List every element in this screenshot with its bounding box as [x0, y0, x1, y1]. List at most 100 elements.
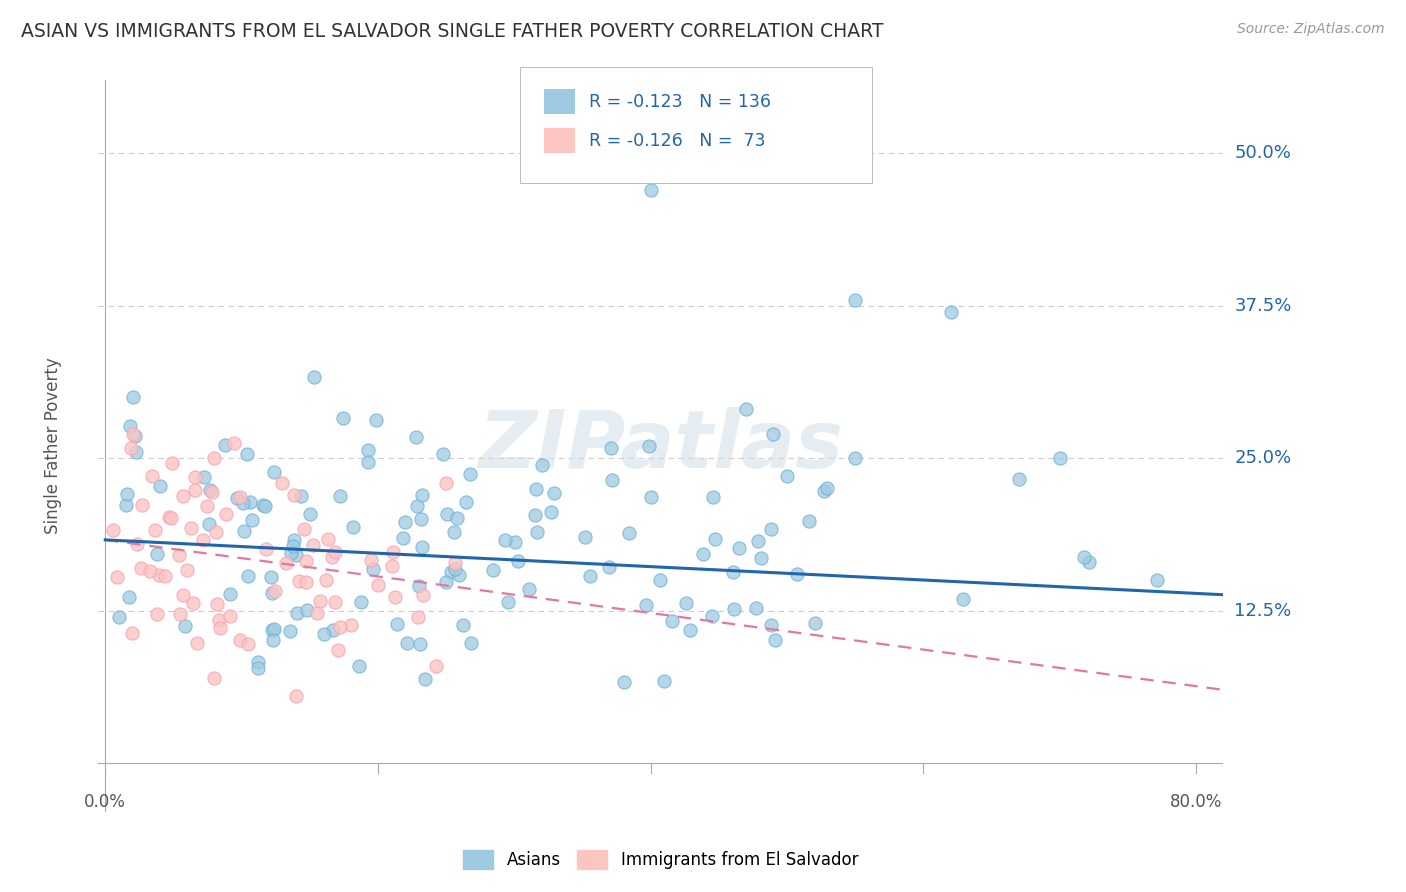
Point [763, 633, 786, 648]
Point [797, 514, 820, 528]
Point [332, 411, 354, 425]
Point [322, 623, 344, 637]
Point [443, 524, 465, 539]
Point [540, 505, 562, 519]
Text: 0.0%: 0.0% [84, 794, 127, 812]
Point [382, 545, 405, 559]
Point [759, 522, 782, 536]
Point [305, 606, 328, 620]
Point [447, 568, 470, 582]
Point [1008, 472, 1031, 486]
Point [411, 540, 433, 554]
Point [432, 447, 454, 461]
Point [367, 577, 389, 591]
Point [703, 532, 725, 546]
Point [637, 439, 659, 453]
Point [246, 661, 269, 675]
Point [186, 635, 208, 649]
Point [613, 674, 636, 689]
Point [229, 490, 252, 504]
Point [844, 451, 866, 466]
Point [364, 413, 387, 427]
Text: ZIPatlas: ZIPatlas [478, 407, 844, 485]
Point [444, 562, 467, 576]
Point [749, 551, 772, 566]
Point [702, 490, 724, 504]
Point [543, 486, 565, 500]
Point [236, 637, 259, 651]
Point [392, 531, 415, 545]
Point [661, 614, 683, 628]
Point [408, 579, 430, 593]
Point [198, 483, 221, 497]
Point [214, 438, 236, 452]
Point [598, 560, 620, 574]
Point [600, 473, 623, 487]
Point [786, 567, 808, 582]
Point [208, 613, 231, 627]
Point [323, 545, 346, 559]
Point [309, 594, 332, 608]
Point [1146, 573, 1168, 587]
Point [498, 595, 520, 609]
Point [302, 369, 325, 384]
Text: Source: ZipAtlas.com: Source: ZipAtlas.com [1237, 22, 1385, 37]
Point [292, 522, 315, 536]
Point [121, 426, 143, 441]
Point [176, 563, 198, 577]
Point [329, 620, 352, 634]
Point [524, 483, 547, 497]
Text: 50.0%: 50.0% [1234, 145, 1291, 162]
Point [285, 548, 308, 562]
Point [526, 525, 548, 540]
Point [745, 601, 768, 615]
Point [172, 588, 194, 602]
Point [278, 624, 301, 639]
Point [340, 617, 363, 632]
Text: R = -0.126   N =  73: R = -0.126 N = 73 [589, 132, 766, 150]
Point [524, 508, 547, 522]
Point [285, 689, 308, 703]
Text: 12.5%: 12.5% [1234, 601, 1292, 620]
Point [723, 602, 745, 616]
Point [406, 500, 429, 514]
Point [425, 659, 447, 673]
Text: R = -0.123   N = 136: R = -0.123 N = 136 [589, 93, 770, 111]
Point [1077, 555, 1099, 569]
Point [299, 507, 322, 521]
Point [444, 556, 467, 570]
Point [197, 516, 219, 531]
Point [762, 426, 785, 441]
Point [494, 533, 516, 548]
Point [295, 554, 318, 568]
Point [939, 305, 962, 319]
Point [240, 513, 263, 527]
Point [844, 293, 866, 307]
Point [323, 595, 346, 609]
Point [246, 655, 269, 669]
Point [184, 470, 207, 484]
Point [329, 489, 352, 503]
Point [328, 642, 350, 657]
Point [252, 498, 274, 512]
Point [139, 564, 162, 578]
Point [290, 489, 312, 503]
Point [394, 516, 416, 530]
Point [636, 598, 658, 612]
Point [148, 568, 170, 582]
Point [360, 553, 382, 567]
Point [254, 541, 277, 556]
Point [263, 623, 285, 637]
Point [103, 523, 125, 537]
Point [411, 512, 433, 526]
Legend: Asians, Immigrants from El Salvador: Asians, Immigrants from El Salvador [464, 850, 858, 869]
Point [172, 489, 194, 503]
Point [803, 615, 825, 630]
Point [700, 609, 723, 624]
Point [456, 494, 478, 508]
Point [579, 569, 602, 583]
Point [648, 573, 671, 587]
Point [118, 590, 141, 604]
Point [381, 558, 404, 573]
Point [347, 659, 370, 673]
